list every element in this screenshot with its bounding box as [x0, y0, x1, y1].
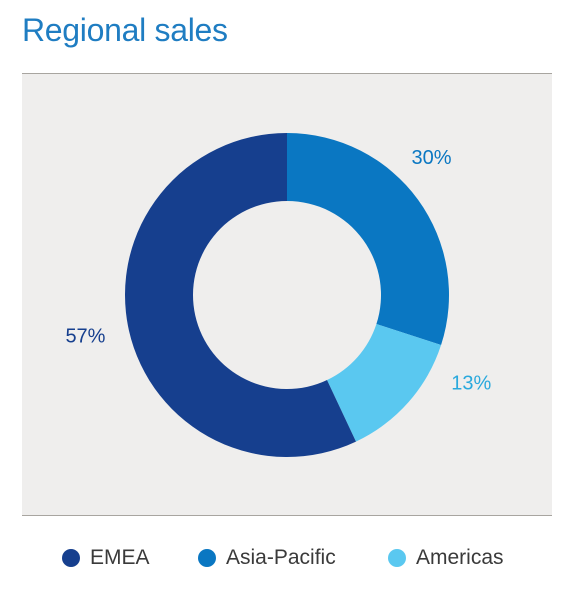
data-label-asia-pacific: 30%	[411, 147, 451, 169]
legend-swatch-asia-pacific	[198, 549, 216, 567]
data-label-americas: 13%	[451, 372, 491, 394]
legend-label-emea: EMEA	[90, 546, 150, 569]
data-label-emea: 57%	[65, 326, 105, 348]
legend-label-americas: Americas	[416, 546, 504, 569]
donut-slice-emea	[125, 133, 356, 457]
donut-slice-asia-pacific	[287, 133, 449, 346]
donut-slice-americas	[327, 324, 442, 442]
legend-item-emea: EMEA	[62, 540, 150, 576]
legend-swatch-americas	[388, 549, 406, 567]
chart-legend: EMEA Asia-Pacific Americas	[0, 540, 570, 576]
chart-title: Regional sales	[22, 12, 228, 48]
donut-chart: 30% 13% 57%	[65, 133, 491, 457]
chart-panel: 30% 13% 57%	[22, 73, 552, 516]
legend-label-asia-pacific: Asia-Pacific	[226, 546, 336, 569]
legend-item-asia-pacific: Asia-Pacific	[198, 540, 336, 576]
legend-item-americas: Americas	[388, 540, 504, 576]
legend-swatch-emea	[62, 549, 80, 567]
